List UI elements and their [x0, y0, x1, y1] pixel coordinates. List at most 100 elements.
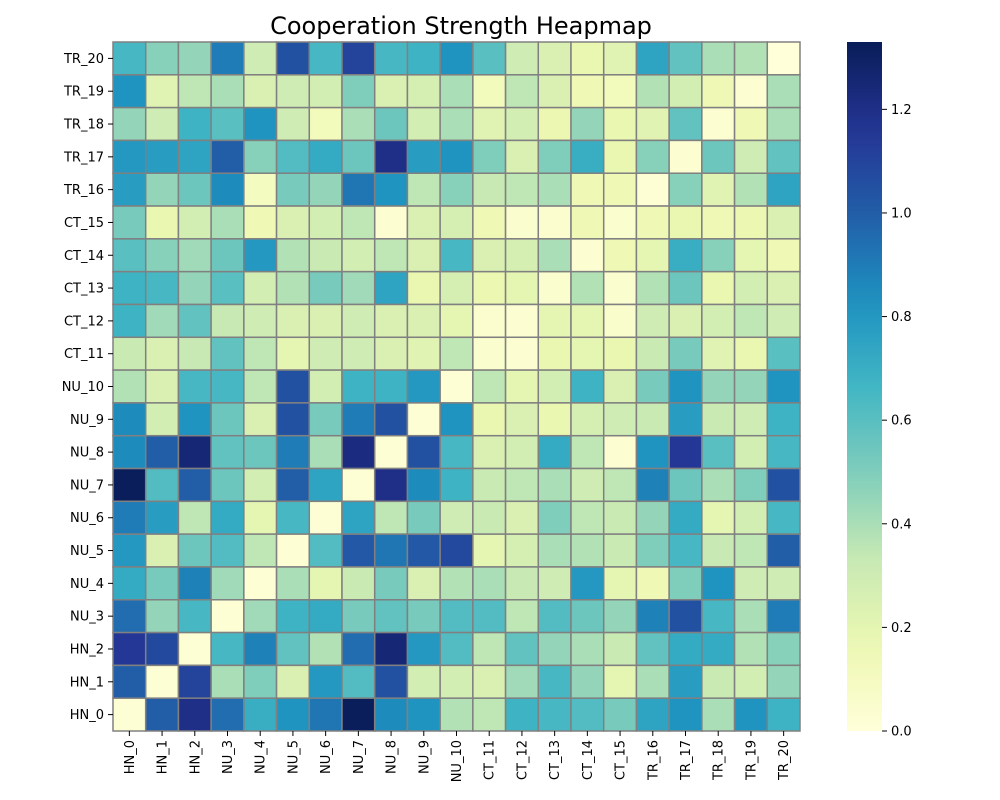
heatmap-cell-TR_20-NU_8 — [373, 41, 409, 76]
heatmap-cell-HN_0-CT_11 — [472, 697, 507, 732]
heatmap-cell-NU_8-CT_13 — [537, 434, 572, 470]
heatmap-cell-NU_4-NU_4 — [243, 566, 278, 601]
heatmap-cell-CT_13-HN_1 — [144, 270, 180, 306]
heatmap-cell-CT_15-TR_16 — [635, 205, 670, 240]
heatmap-cell-NU_9-NU_9 — [406, 402, 441, 437]
heatmap-cell-TR_18-TR_16 — [635, 106, 670, 142]
heatmap-cell-NU_5-HN_2 — [177, 533, 212, 568]
heatmap-cell-TR_17-NU_7 — [341, 139, 376, 174]
heatmap-cell-CT_11-CT_15 — [602, 336, 638, 371]
heatmap-cell-NU_5-TR_17 — [668, 533, 703, 568]
heatmap-cell-CT_14-CT_13 — [537, 238, 572, 273]
heatmap-cell-HN_2-NU_9 — [406, 631, 441, 667]
heatmap-cell-NU_3-CT_13 — [537, 599, 572, 634]
heatmap-cell-NU_10-NU_4 — [243, 369, 278, 404]
heatmap-cell-TR_18-CT_13 — [537, 106, 572, 142]
heatmap-cell-NU_6-TR_19 — [733, 500, 769, 535]
heatmap-cell-CT_14-TR_17 — [668, 238, 703, 273]
heatmap-cell-TR_18-CT_15 — [602, 106, 638, 142]
heatmap-cell-TR_17-CT_14 — [570, 139, 605, 174]
heatmap-cell-TR_16-NU_10 — [439, 172, 474, 207]
heatmap-cell-CT_12-NU_10 — [439, 303, 474, 339]
heatmap-cell-HN_2-NU_10 — [439, 631, 474, 667]
heatmap-cell-NU_6-NU_9 — [406, 500, 441, 535]
heatmap-cell-NU_7-NU_4 — [243, 467, 278, 503]
heatmap-cell-CT_15-NU_5 — [275, 205, 311, 240]
heatmap-cell-NU_7-CT_15 — [602, 467, 638, 503]
y-tick-label: NU_10 — [62, 380, 104, 395]
heatmap-cell-HN_0-TR_16 — [635, 697, 670, 732]
x-tick-label: NU_3 — [221, 740, 236, 774]
heatmap-cell-NU_8-CT_15 — [602, 434, 638, 470]
y-tick-label: CT_11 — [64, 347, 104, 362]
heatmap-cell-NU_4-TR_16 — [635, 566, 670, 601]
heatmap-cell-HN_1-CT_11 — [472, 664, 507, 699]
y-tick-label: TR_19 — [63, 85, 104, 100]
heatmap-cell-TR_18-HN_2 — [177, 106, 212, 142]
heatmap-cell-CT_12-NU_9 — [406, 303, 441, 339]
heatmap-cell-TR_17-CT_12 — [504, 139, 540, 174]
colorbar-tick-label: 1.0 — [891, 206, 912, 221]
heatmap-cell-NU_5-CT_14 — [570, 533, 605, 568]
heatmap-cell-NU_8-TR_19 — [733, 434, 769, 470]
heatmap-cell-HN_0-TR_20 — [766, 697, 801, 732]
heatmap-cell-CT_13-NU_3 — [210, 270, 245, 306]
heatmap-cell-NU_6-NU_5 — [275, 500, 311, 535]
heatmap-cell-TR_16-TR_18 — [701, 172, 736, 207]
colorbar-tick-label: 0.0 — [891, 725, 912, 740]
heatmap-cell-TR_16-CT_14 — [570, 172, 605, 207]
heatmap-cell-NU_10-NU_7 — [341, 369, 376, 404]
heatmap-cell-NU_9-CT_13 — [537, 402, 572, 437]
heatmap-cell-CT_14-NU_9 — [406, 238, 441, 273]
heatmap-cell-NU_3-HN_2 — [177, 599, 212, 634]
heatmap-cell-TR_19-CT_11 — [472, 74, 507, 109]
heatmap-cell-CT_15-TR_18 — [701, 205, 736, 240]
heatmap-cell-HN_0-NU_7 — [341, 697, 376, 732]
heatmap-cell-NU_4-TR_17 — [668, 566, 703, 601]
heatmap-cell-TR_19-HN_1 — [144, 74, 180, 109]
heatmap-cell-NU_10-NU_5 — [275, 369, 311, 404]
heatmap-cell-TR_18-NU_8 — [373, 106, 409, 142]
heatmap-cell-NU_4-NU_3 — [210, 566, 245, 601]
heatmap-cell-NU_3-NU_10 — [439, 599, 474, 634]
heatmap-cell-NU_6-NU_6 — [308, 500, 343, 535]
y-tick-label: NU_5 — [70, 544, 104, 559]
heatmap-cell-TR_20-CT_15 — [602, 41, 638, 76]
heatmap-cell-NU_9-TR_19 — [733, 402, 769, 437]
heatmap-cell-CT_11-CT_13 — [537, 336, 572, 371]
heatmap-cell-TR_18-TR_18 — [701, 106, 736, 142]
heatmap-cell-TR_18-CT_11 — [472, 106, 507, 142]
heatmap-cell-NU_6-CT_13 — [537, 500, 572, 535]
heatmap-cell-CT_11-NU_10 — [439, 336, 474, 371]
heatmap-cell-NU_7-TR_18 — [701, 467, 736, 503]
heatmap-cell-NU_4-HN_1 — [144, 566, 180, 601]
heatmap-cell-NU_3-NU_4 — [243, 599, 278, 634]
heatmap-cell-NU_7-NU_9 — [406, 467, 441, 503]
heatmap-cell-CT_13-HN_2 — [177, 270, 212, 306]
heatmap-cell-CT_12-NU_4 — [243, 303, 278, 339]
heatmap-cell-CT_11-CT_14 — [570, 336, 605, 371]
heatmap-cell-HN_1-TR_18 — [701, 664, 736, 699]
heatmap-cell-TR_19-NU_4 — [243, 74, 278, 109]
heatmap-cell-CT_11-NU_3 — [210, 336, 245, 371]
heatmap-cell-HN_0-NU_10 — [439, 697, 474, 732]
heatmap-cell-NU_5-CT_13 — [537, 533, 572, 568]
x-tick-label: NU_4 — [254, 740, 269, 774]
heatmap-cell-TR_19-TR_18 — [701, 74, 736, 109]
heatmap-cell-TR_16-TR_19 — [733, 172, 769, 207]
heatmap-cell-NU_6-HN_0 — [112, 500, 147, 535]
y-tick-label: NU_6 — [70, 511, 104, 526]
heatmap-cell-HN_2-CT_13 — [537, 631, 572, 667]
x-tick-label: HN_0 — [123, 740, 138, 774]
y-tick-label: CT_13 — [64, 282, 104, 297]
heatmap-cell-CT_12-TR_16 — [635, 303, 670, 339]
heatmap-cell-HN_0-HN_2 — [177, 697, 212, 732]
heatmap-cell-NU_9-NU_8 — [373, 402, 409, 437]
heatmap-cell-HN_1-NU_10 — [439, 664, 474, 699]
colorbar-ticks: 0.0 0.2 0.4 0.6 0.8 1.0 1.2 — [882, 103, 912, 740]
heatmap-cell-NU_9-NU_4 — [243, 402, 278, 437]
heatmap-cell-TR_19-TR_19 — [733, 74, 769, 109]
x-tick-label: NU_6 — [319, 740, 334, 774]
heatmap-cell-NU_7-CT_11 — [472, 467, 507, 503]
heatmap-cell-NU_10-TR_20 — [766, 369, 801, 404]
